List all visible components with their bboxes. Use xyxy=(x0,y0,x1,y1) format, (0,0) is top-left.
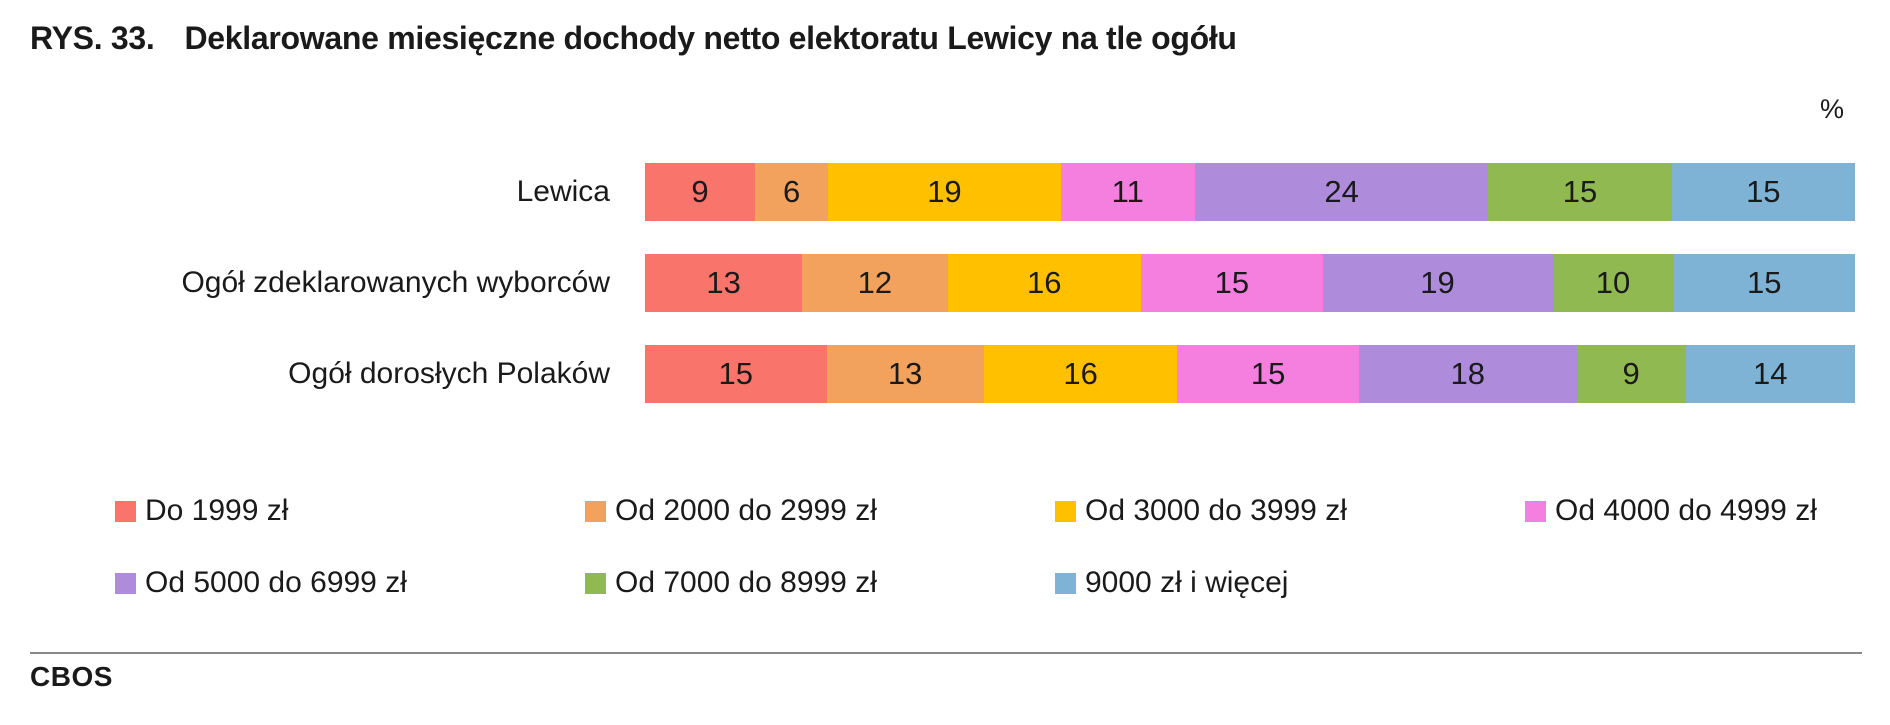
bar-segment: 16 xyxy=(983,345,1178,403)
figure-number: RYS. 33. xyxy=(30,20,155,56)
legend-item: 9000 zł i więcej xyxy=(1055,566,1525,600)
category-label: Ogół dorosłych Polaków xyxy=(288,357,610,390)
legend-swatch-icon xyxy=(1525,500,1546,522)
category-label: Ogół zdeklarowanych wyborców xyxy=(181,266,610,299)
bar-segment: 16 xyxy=(947,254,1142,312)
legend-label: Do 1999 zł xyxy=(145,494,289,527)
legend-swatch-icon xyxy=(1055,500,1076,522)
bar-segment: 15 xyxy=(1488,163,1672,221)
legend-item: Od 4000 do 4999 zł xyxy=(1525,494,1890,528)
legend-item: Od 2000 do 2999 zł xyxy=(585,494,1055,528)
legend: Do 1999 zł Od 2000 do 2999 zł Od 3000 do 3… xyxy=(115,494,1875,600)
bar-segment: 9 xyxy=(645,163,755,221)
bar-segment: 13 xyxy=(645,254,803,312)
bar-segment: 24 xyxy=(1194,163,1489,221)
unit-label: % xyxy=(1819,94,1844,124)
chart-row: Ogół dorosłych Polaków 15 13 16 15 18 9 14 xyxy=(0,345,1855,403)
legend-item: Od 5000 do 6999 zł xyxy=(115,566,585,600)
legend-label: Od 4000 do 4999 zł xyxy=(1555,494,1817,527)
legend-swatch-icon xyxy=(585,500,606,522)
bar-segment: 13 xyxy=(826,345,984,403)
legend-swatch-icon xyxy=(115,572,136,594)
bar-segment: 15 xyxy=(1673,254,1855,312)
bar-segment: 15 xyxy=(1671,163,1855,221)
legend-label: Od 3000 do 3999 zł xyxy=(1085,494,1347,527)
bar-segment: 6 xyxy=(755,163,829,221)
bar-segment: 14 xyxy=(1685,345,1855,403)
bar-segment: 15 xyxy=(1141,254,1323,312)
chart-row: Lewica 9 6 19 11 24 15 15 xyxy=(0,163,1855,221)
category-label: Lewica xyxy=(516,175,610,208)
legend-swatch-icon xyxy=(1055,572,1076,594)
bar: 13 12 16 15 19 10 15 xyxy=(645,254,1855,312)
legend-label: Od 5000 do 6999 zł xyxy=(145,566,407,599)
bar-segment: 15 xyxy=(645,345,827,403)
legend-item: Do 1999 zł xyxy=(115,494,585,528)
stacked-bar-chart: Lewica 9 6 19 11 24 15 15 Ogół zdeklarowanych wy… xyxy=(0,163,1855,436)
legend-label: 9000 zł i więcej xyxy=(1085,566,1289,599)
bar: 9 6 19 11 24 15 15 xyxy=(645,163,1855,221)
bar-segment: 19 xyxy=(1322,254,1553,312)
bar: 15 13 16 15 18 9 14 xyxy=(645,345,1855,403)
bar-segment: 9 xyxy=(1576,345,1686,403)
legend-label: Od 2000 do 2999 zł xyxy=(615,494,877,527)
bar-segment: 10 xyxy=(1552,254,1674,312)
chart-title: RYS. 33. Deklarowane miesięczne dochody n… xyxy=(30,20,1237,57)
footer-divider xyxy=(30,652,1862,654)
bar-segment: 19 xyxy=(828,163,1061,221)
bar-segment: 15 xyxy=(1177,345,1359,403)
bar-segment: 18 xyxy=(1358,345,1577,403)
chart-title-text: Deklarowane miesięczne dochody netto ele… xyxy=(184,20,1237,56)
legend-label: Od 7000 do 8999 zł xyxy=(615,566,877,599)
legend-swatch-icon xyxy=(585,572,606,594)
chart-row: Ogół zdeklarowanych wyborców 13 12 16 15 19 10… xyxy=(0,254,1855,312)
legend-swatch-icon xyxy=(115,500,136,522)
bar-segment: 11 xyxy=(1060,163,1195,221)
cbos-logo: CBOS xyxy=(30,661,113,692)
legend-item: Od 3000 do 3999 zł xyxy=(1055,494,1525,528)
bar-segment: 12 xyxy=(802,254,948,312)
legend-item: Od 7000 do 8999 zł xyxy=(585,566,1055,600)
